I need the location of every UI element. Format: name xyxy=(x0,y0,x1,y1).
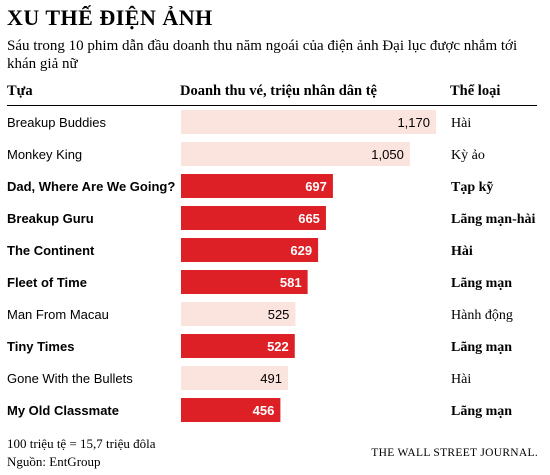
film-title-label: Fleet of Time xyxy=(7,275,87,290)
bar xyxy=(181,270,308,294)
bar xyxy=(181,334,295,358)
publisher-credit: THE WALL STREET JOURNAL. xyxy=(371,447,538,459)
film-title-label: My Old Classmate xyxy=(7,403,119,418)
source-note: Nguồn: EntGroup xyxy=(7,454,101,469)
genre-label: Kỳ ảo xyxy=(451,148,485,163)
genre-label: Hài xyxy=(451,116,471,131)
genre-label: Hài xyxy=(451,372,471,387)
bar xyxy=(181,238,319,262)
film-title-label: Breakup Buddies xyxy=(7,115,107,130)
genre-label: Lãng mạn xyxy=(451,404,512,419)
genre-label: Hành động xyxy=(451,308,513,323)
column-header-title: Tựa xyxy=(7,83,33,99)
genre-label: Lãng mạn-hài xyxy=(451,212,536,227)
film-title-label: Gone With the Bullets xyxy=(7,371,133,386)
bar-value-label: 491 xyxy=(260,371,282,386)
film-title-label: Tiny Times xyxy=(7,339,74,354)
film-title-label: The Continent xyxy=(7,243,95,258)
chart-subtitle: Sáu trong 10 phim dẫn đầu doanh thu năm … xyxy=(7,38,518,72)
genre-label: Hài xyxy=(451,244,473,259)
bar-value-label: 629 xyxy=(290,243,312,258)
bar-value-label: 1,170 xyxy=(397,115,430,130)
film-title-label: Breakup Guru xyxy=(7,211,94,226)
bar-value-label: 581 xyxy=(280,275,302,290)
bar-value-label: 1,050 xyxy=(371,147,404,162)
bar xyxy=(181,206,326,230)
bar xyxy=(181,366,289,390)
bar xyxy=(181,302,296,326)
column-header-revenue: Doanh thu vé, triệu nhân dân tệ xyxy=(180,83,377,99)
bar xyxy=(181,110,436,134)
film-title-label: Monkey King xyxy=(7,147,82,162)
bar xyxy=(181,142,410,166)
film-title-label: Man From Macau xyxy=(7,307,109,322)
exchange-rate-note: 100 triệu tệ = 15,7 triệu đôla xyxy=(7,436,156,451)
genre-label: Tạp kỹ xyxy=(451,180,493,195)
bar-value-label: 522 xyxy=(267,339,289,354)
film-title-label: Dad, Where Are We Going? xyxy=(7,179,175,194)
bar xyxy=(181,398,281,422)
chart-title: XU THẾ ĐIỆN ẢNH xyxy=(7,5,213,30)
header-rule xyxy=(7,105,537,106)
column-header-genre: Thể loại xyxy=(450,83,501,99)
genre-label: Lãng mạn xyxy=(451,276,512,291)
bar-value-label: 665 xyxy=(298,211,320,226)
bar-value-label: 697 xyxy=(305,179,327,194)
bar-value-label: 525 xyxy=(268,307,290,322)
genre-label: Lãng mạn xyxy=(451,340,512,355)
bar xyxy=(181,174,333,198)
bar-value-label: 456 xyxy=(253,403,275,418)
